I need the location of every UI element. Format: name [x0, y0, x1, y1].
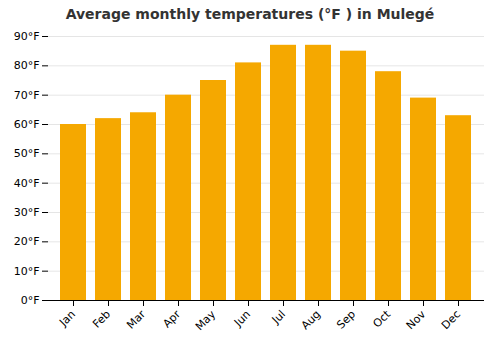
svg-text:Jun: Jun	[231, 308, 253, 330]
svg-text:20°F: 20°F	[14, 235, 40, 248]
svg-text:Sep: Sep	[334, 308, 358, 332]
svg-text:90°F: 90°F	[14, 30, 40, 43]
svg-text:70°F: 70°F	[14, 89, 40, 102]
svg-text:30°F: 30°F	[14, 206, 40, 219]
svg-text:Mar: Mar	[124, 307, 148, 331]
svg-text:40°F: 40°F	[14, 177, 40, 190]
svg-text:50°F: 50°F	[14, 147, 40, 160]
svg-text:Aug: Aug	[299, 308, 323, 332]
svg-text:Nov: Nov	[404, 307, 429, 332]
svg-text:Jan: Jan	[56, 308, 78, 330]
svg-text:80°F: 80°F	[14, 59, 40, 72]
svg-text:Apr: Apr	[160, 307, 183, 330]
svg-text:10°F: 10°F	[14, 265, 40, 278]
svg-text:Oct: Oct	[370, 307, 393, 330]
html-text:Average monthly temperatures (: Average monthly temperatures (°F ) in Mu…	[65, 6, 435, 22]
svg-text:Jul: Jul	[269, 308, 288, 327]
svg-text:60°F: 60°F	[14, 118, 40, 131]
svg-text:Dec: Dec	[439, 308, 463, 332]
svg-text:Feb: Feb	[90, 308, 113, 331]
svg-text:0°F: 0°F	[21, 294, 40, 307]
svg-text:May: May	[193, 307, 219, 333]
